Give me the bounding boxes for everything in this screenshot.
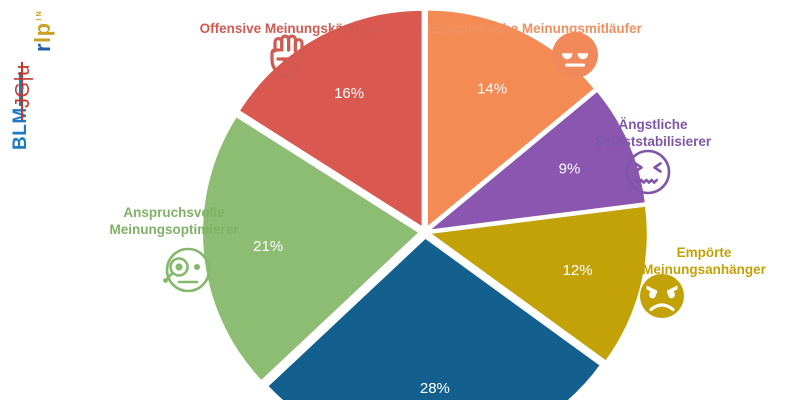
- pie-slice-aengstliche[interactable]: [431, 92, 645, 230]
- category-label-anspruchsvolle-text: Anspruchsvolle Meinungsoptimierer: [109, 204, 239, 237]
- pie-slice-value-anspruchsvolle: 21%: [253, 238, 283, 255]
- pie-slice-offensive[interactable]: [240, 10, 422, 226]
- confounded-face-icon: [620, 144, 676, 205]
- pie-slice-anspruchsvolle[interactable]: [203, 117, 419, 380]
- category-label-anspruchsvolle: Anspruchsvolle Meinungsoptimierer: [84, 188, 264, 239]
- pie-slice-value-empoerte: 12%: [563, 262, 593, 279]
- category-label-empoerte: Empörte Meinungsanhänger: [620, 228, 788, 279]
- category-label-offensive-text: Offensive Meinungskämpfer: [199, 20, 381, 36]
- pie-slice-value-offensive: 16%: [334, 85, 364, 102]
- rolling-eyes-face-icon: [548, 28, 602, 87]
- angry-face-icon: [634, 268, 690, 329]
- pie-slice-labels: 14% 9% 12% 28% 21% 16%: [253, 80, 592, 397]
- pie-slice-empoerte[interactable]: [431, 206, 647, 361]
- pie-slice-value-eskapistische: 14%: [477, 80, 507, 97]
- category-label-eskapistische-text: Eskapistische Meinungsmitläufer: [428, 20, 642, 36]
- monocle-face-icon: [155, 243, 217, 306]
- category-label-empoerte-text: Empörte Meinungsanhänger: [642, 244, 766, 277]
- pie-slices: [203, 10, 647, 400]
- category-label-eskapistische: Eskapistische Meinungsmitläufer: [412, 4, 658, 38]
- raised-fist-icon: [264, 28, 310, 85]
- category-label-aengstliche: Ängstliche Selbststabilisierer: [578, 100, 728, 151]
- pie-slice-reflektierte[interactable]: [268, 238, 600, 400]
- category-label-offensive: Offensive Meinungskämpfer: [180, 4, 400, 38]
- pie-slice-value-aengstliche: 9%: [559, 160, 581, 177]
- pie-slice-value-reflektierte: 28%: [420, 380, 450, 397]
- logo-rail: BLM JG|u rlpIN: [0, 0, 56, 400]
- category-label-aengstliche-text: Ängstliche Selbststabilisierer: [594, 116, 712, 149]
- pie-slice-eskapistische[interactable]: [427, 10, 594, 226]
